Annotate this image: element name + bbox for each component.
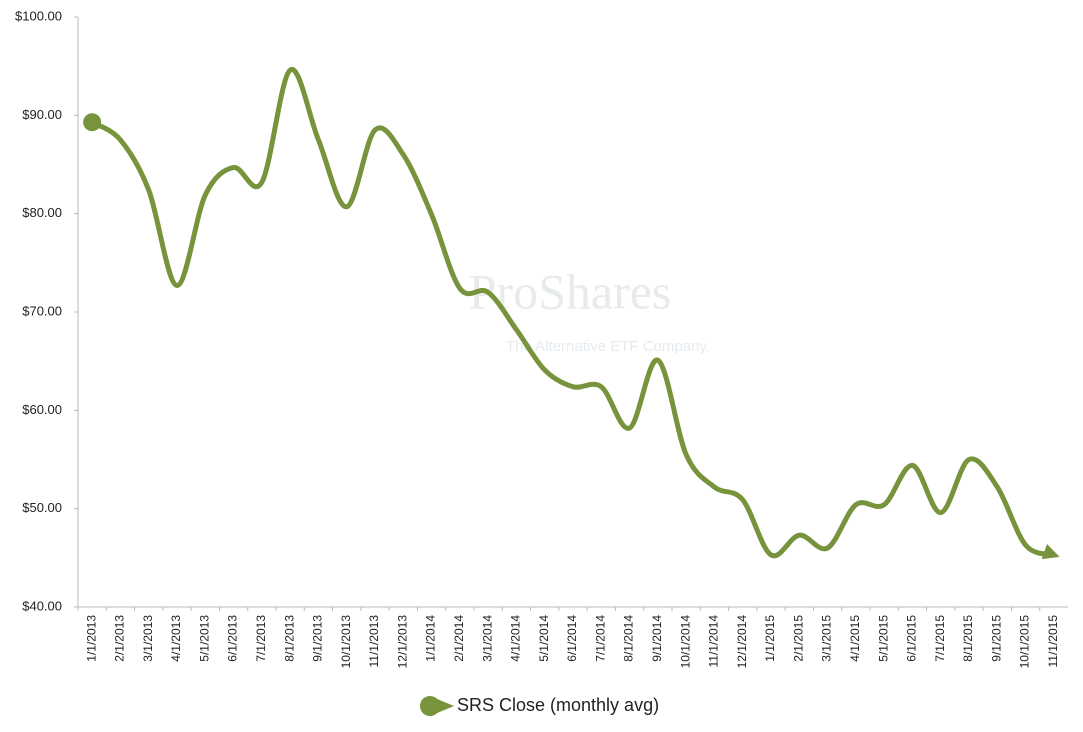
x-tick-label: 6/1/2015 <box>905 615 919 662</box>
x-tick-label: 5/1/2013 <box>197 615 211 662</box>
x-tick-label: 11/1/2014 <box>707 615 721 668</box>
x-tick-label: 6/1/2014 <box>565 615 579 662</box>
x-tick-label: 5/1/2014 <box>537 615 551 662</box>
x-tick-label: 2/1/2013 <box>113 615 127 662</box>
x-tick-label: 4/1/2015 <box>848 615 862 662</box>
y-tick-label: $50.00 <box>22 500 62 515</box>
y-tick-label: $80.00 <box>22 205 62 220</box>
y-tick-label: $60.00 <box>22 402 62 417</box>
x-tick-label: 3/1/2014 <box>480 615 494 662</box>
y-tick-label: $70.00 <box>22 303 62 318</box>
x-tick-label: 11/1/2013 <box>367 615 381 668</box>
x-tick-label: 12/1/2014 <box>735 615 749 669</box>
x-tick-label: 10/1/2015 <box>1018 615 1032 669</box>
y-tick-label: $90.00 <box>22 107 62 122</box>
x-tick-label: 9/1/2014 <box>650 615 664 662</box>
x-tick-label: 12/1/2013 <box>395 615 409 669</box>
x-tick-label: 7/1/2014 <box>593 615 607 662</box>
y-tick-label: $100.00 <box>15 8 62 23</box>
x-tick-label: 1/1/2014 <box>424 615 438 662</box>
x-tick-label: 3/1/2013 <box>141 615 155 662</box>
x-tick-label: 4/1/2013 <box>169 615 183 662</box>
x-tick-label: 10/1/2013 <box>339 615 353 669</box>
x-tick-label: 1/1/2013 <box>84 615 98 662</box>
watermark-brand: ProShares <box>469 263 672 319</box>
x-tick-label: 2/1/2015 <box>791 615 805 662</box>
start-marker <box>83 113 102 132</box>
x-tick-label: 2/1/2014 <box>452 615 466 662</box>
x-tick-label: 9/1/2013 <box>311 615 325 662</box>
x-tick-label: 8/1/2014 <box>622 615 636 662</box>
y-tick-label: $40.00 <box>22 598 62 613</box>
x-tick-label: 9/1/2015 <box>989 615 1003 662</box>
x-tick-label: 7/1/2013 <box>254 615 268 662</box>
x-tick-label: 4/1/2014 <box>509 615 523 662</box>
end-arrow <box>1041 544 1060 560</box>
watermark-tagline: The Alternative ETF Company. <box>506 338 710 355</box>
x-tick-label: 3/1/2015 <box>820 615 834 662</box>
x-tick-label: 5/1/2015 <box>876 615 890 662</box>
x-tick-label: 11/1/2015 <box>1046 615 1060 668</box>
x-tick-label: 8/1/2015 <box>961 615 975 662</box>
x-tick-label: 8/1/2013 <box>282 615 296 662</box>
line <box>90 67 1055 559</box>
legend-arrow <box>430 696 454 716</box>
legend-label: SRS Close (monthly avg) <box>457 695 659 715</box>
x-tick-label: 1/1/2015 <box>763 615 777 662</box>
x-tick-label: 6/1/2013 <box>226 615 240 662</box>
x-tick-label: 10/1/2014 <box>678 615 692 669</box>
x-tick-label: 7/1/2015 <box>933 615 947 662</box>
